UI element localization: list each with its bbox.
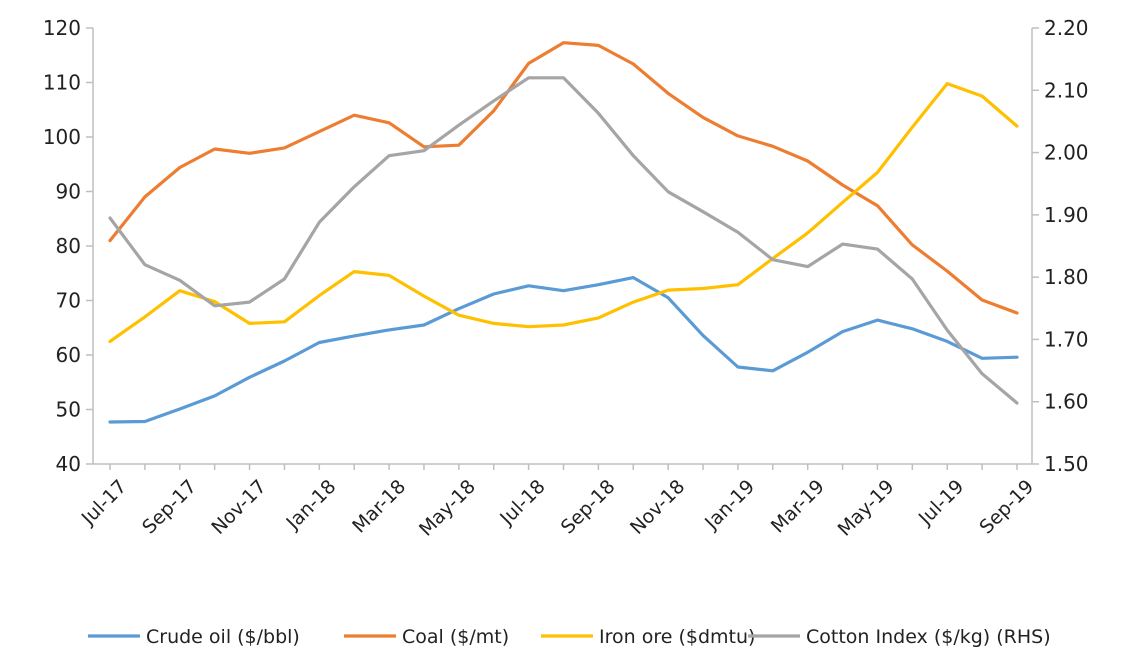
legend-label-coal: Coal ($/mt) bbox=[402, 626, 509, 648]
plot-frame bbox=[92, 28, 1033, 465]
legend: Crude oil ($/bbl) Coal ($/mt) Iron ore ($d… bbox=[88, 626, 1051, 648]
x-tick-label: Nov-18 bbox=[626, 476, 689, 539]
series-lines bbox=[108, 41, 1019, 424]
right-axis-ticks: 1.50 1.60 1.70 1.80 1.90 2.00 2.10 2.20 bbox=[1032, 16, 1089, 476]
left-tick-label: 60 bbox=[56, 343, 81, 367]
left-tick-label: 70 bbox=[56, 289, 81, 313]
left-tick-label: 40 bbox=[56, 452, 81, 476]
left-tick-label: 80 bbox=[56, 234, 81, 258]
x-tick-label: Jan-19 bbox=[700, 476, 759, 535]
left-tick-label: 110 bbox=[43, 71, 81, 95]
x-tick-label: Sep-19 bbox=[975, 476, 1038, 539]
series-line-coal bbox=[108, 41, 1019, 315]
legend-label-iron: Iron ore ($dmtu) bbox=[599, 626, 755, 648]
x-tick-label: Mar-18 bbox=[348, 476, 410, 538]
right-tick-label: 1.50 bbox=[1044, 452, 1089, 476]
right-tick-label: 2.00 bbox=[1044, 141, 1089, 165]
right-tick-label: 1.80 bbox=[1044, 265, 1089, 289]
x-tick-label: Jan-18 bbox=[282, 476, 341, 535]
x-tick-label: May-19 bbox=[834, 476, 899, 541]
x-tick-label: Jul-17 bbox=[77, 476, 131, 530]
series-line-cotton bbox=[108, 76, 1019, 405]
x-tick-label: Jul-19 bbox=[914, 476, 968, 530]
right-tick-label: 1.90 bbox=[1044, 203, 1089, 227]
x-axis-ticks: Jul-17 Sep-17 Nov-17 Jan-18 Mar-18 May-18 Jul-… bbox=[77, 464, 1038, 541]
left-axis-ticks: 40 50 60 70 80 90 100 110 120 bbox=[43, 16, 93, 476]
legend-label-crude: Crude oil ($/bbl) bbox=[146, 626, 300, 648]
x-tick-label: May-18 bbox=[415, 476, 480, 541]
left-tick-label: 50 bbox=[56, 398, 81, 422]
x-tick-label: Jul-18 bbox=[495, 476, 549, 530]
left-tick-label: 90 bbox=[56, 180, 81, 204]
series-line-iron bbox=[108, 81, 1019, 343]
right-tick-label: 1.70 bbox=[1044, 327, 1089, 351]
right-tick-label: 2.20 bbox=[1044, 16, 1089, 40]
series-line-crude bbox=[108, 276, 1019, 424]
x-tick-label: Sep-18 bbox=[557, 476, 620, 539]
legend-label-cotton: Cotton Index ($/kg) (RHS) bbox=[806, 626, 1051, 648]
right-tick-label: 2.10 bbox=[1044, 78, 1089, 102]
left-tick-label: 100 bbox=[43, 125, 81, 149]
x-tick-label: Nov-17 bbox=[207, 476, 270, 539]
x-tick-label: Mar-19 bbox=[767, 476, 829, 538]
right-tick-label: 1.60 bbox=[1044, 390, 1089, 414]
left-tick-label: 120 bbox=[43, 16, 81, 40]
x-tick-label: Sep-17 bbox=[138, 476, 201, 539]
